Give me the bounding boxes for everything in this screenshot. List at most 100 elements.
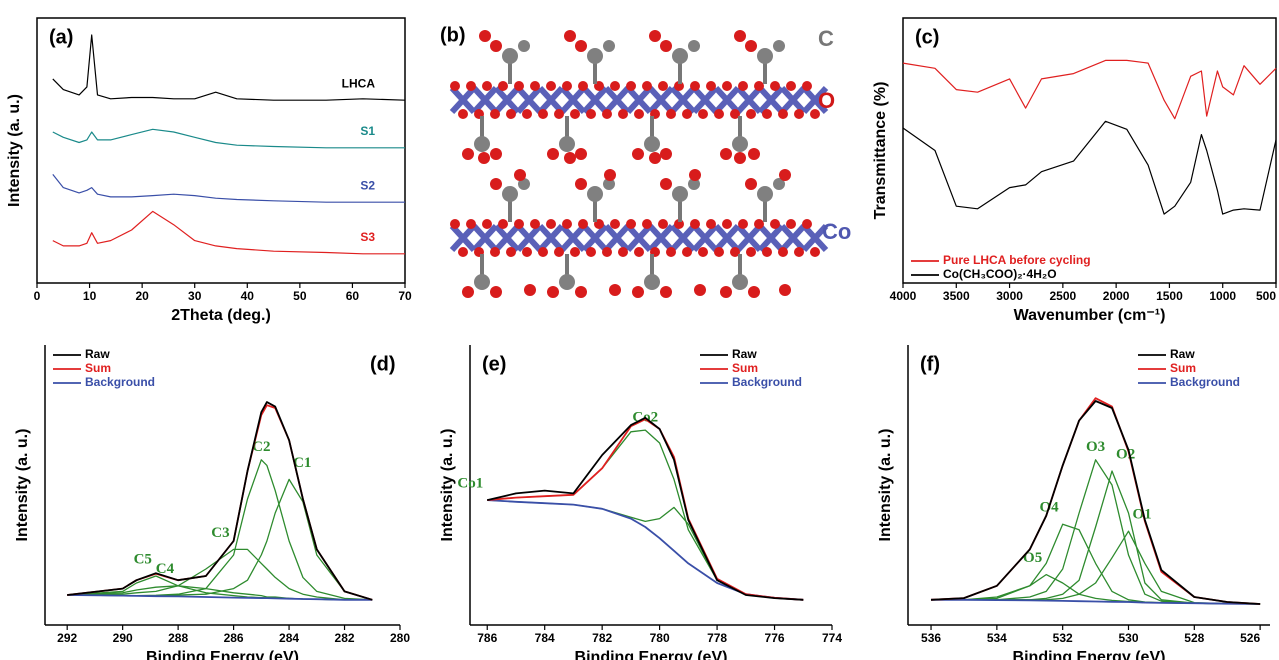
- o-atom: [660, 148, 672, 160]
- o-atom: [490, 148, 502, 160]
- o-atom: [498, 219, 508, 229]
- o-atom: [738, 219, 748, 229]
- c-atom: [559, 274, 575, 290]
- x-tick-label: 3500: [943, 289, 970, 303]
- component-curve: [931, 531, 1260, 604]
- x-tick-label: 2500: [1050, 289, 1077, 303]
- o-atom: [490, 109, 500, 119]
- x-tick-label: 70: [398, 289, 412, 303]
- o-atom: [802, 219, 812, 229]
- o-atom: [514, 81, 524, 91]
- o-atom: [578, 219, 588, 229]
- o-atom: [682, 247, 692, 257]
- o-atom: [778, 109, 788, 119]
- o-atom: [564, 152, 576, 164]
- o-atom: [632, 286, 644, 298]
- o-atom: [478, 152, 490, 164]
- panel-label: (c): [915, 26, 939, 48]
- x-axis-label: 2Theta (deg.): [171, 307, 271, 324]
- o-atom: [666, 109, 676, 119]
- o-atom: [458, 109, 468, 119]
- o-atom: [482, 81, 492, 91]
- o-atom: [514, 219, 524, 229]
- atom-label: O: [818, 88, 835, 113]
- o-atom: [514, 169, 526, 181]
- series-line: [931, 398, 1260, 604]
- x-axis-label: Wavenumber (cm⁻¹): [1014, 307, 1166, 324]
- x-tick-label: 290: [113, 631, 133, 645]
- y-axis-label: Intensity (a. u.): [14, 429, 31, 542]
- o-atom: [754, 219, 764, 229]
- series-line: [53, 211, 405, 253]
- series-line: [53, 35, 405, 100]
- x-tick-label: 3000: [996, 289, 1023, 303]
- o-atom: [450, 219, 460, 229]
- component-label: C3: [211, 525, 229, 541]
- series-line: [53, 174, 405, 202]
- o-atom: [720, 286, 732, 298]
- o-atom: [490, 286, 502, 298]
- o-atom: [554, 247, 564, 257]
- o-atom: [690, 219, 700, 229]
- c-atom: [559, 136, 575, 152]
- o-atom: [658, 219, 668, 229]
- legend-label: Sum: [1170, 361, 1196, 375]
- o-atom: [506, 109, 516, 119]
- c-atom: [732, 136, 748, 152]
- c-atom: [502, 48, 518, 64]
- c-atom: [474, 274, 490, 290]
- o-atom: [524, 284, 536, 296]
- o-atom: [738, 81, 748, 91]
- o-atom: [538, 247, 548, 257]
- x-tick-label: 1500: [1156, 289, 1183, 303]
- x-tick-label: 786: [477, 631, 497, 645]
- o-atom: [778, 247, 788, 257]
- legend-label: Background: [85, 375, 155, 389]
- o-atom: [746, 109, 756, 119]
- x-tick-label: 0: [34, 289, 41, 303]
- x-tick-label: 782: [592, 631, 612, 645]
- x-tick-label: 292: [57, 631, 77, 645]
- o-atom: [634, 247, 644, 257]
- legend-label: Raw: [85, 347, 110, 361]
- o-atom: [745, 40, 757, 52]
- o-atom: [779, 284, 791, 296]
- x-tick-label: 500: [1256, 289, 1276, 303]
- series-line: [931, 401, 1260, 604]
- x-tick-label: 280: [390, 631, 410, 645]
- o-atom: [714, 247, 724, 257]
- o-atom: [660, 286, 672, 298]
- x-tick-label: 780: [650, 631, 670, 645]
- component-label: O3: [1086, 439, 1105, 455]
- y-axis-label: Transmittance (%): [872, 82, 889, 220]
- c-atom: [732, 274, 748, 290]
- x-tick-label: 528: [1184, 631, 1204, 645]
- o-atom: [575, 148, 587, 160]
- o-atom: [562, 219, 572, 229]
- o-atom: [458, 247, 468, 257]
- o-atom: [754, 81, 764, 91]
- legend-label: Raw: [732, 347, 757, 361]
- component-curve: [931, 471, 1260, 604]
- o-atom: [802, 81, 812, 91]
- legend-label: Sum: [85, 361, 111, 375]
- o-atom: [666, 247, 676, 257]
- o-atom: [706, 219, 716, 229]
- c-atom: [672, 48, 688, 64]
- o-atom: [498, 81, 508, 91]
- o-atom: [734, 30, 746, 42]
- panel-label: (d): [370, 353, 396, 375]
- o-atom: [564, 30, 576, 42]
- x-tick-label: 534: [987, 631, 1007, 645]
- c-atom: [502, 186, 518, 202]
- panel-label: (a): [49, 26, 73, 48]
- crystal-structure: [450, 30, 826, 298]
- component-curve: [487, 430, 803, 600]
- o-atom: [642, 219, 652, 229]
- panel-label: (e): [482, 353, 506, 375]
- o-atom: [554, 109, 564, 119]
- x-tick-label: 774: [822, 631, 842, 645]
- o-atom: [745, 178, 757, 190]
- o-atom: [748, 148, 760, 160]
- panel-label: (f): [920, 353, 940, 375]
